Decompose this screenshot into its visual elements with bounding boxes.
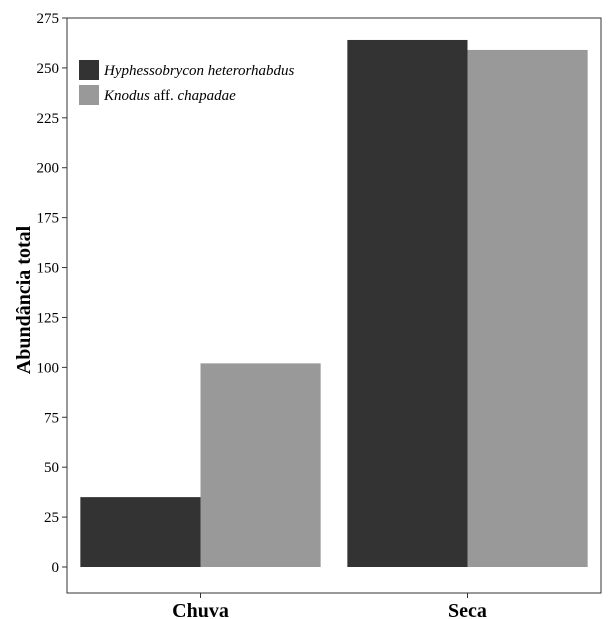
legend-swatch bbox=[79, 60, 99, 80]
y-tick-label: 50 bbox=[44, 460, 59, 476]
bar-seca-series-1 bbox=[347, 39, 468, 567]
x-tick-label: Chuva bbox=[172, 600, 229, 619]
x-tick-label: Seca bbox=[448, 600, 487, 619]
legend: Hyphessobrycon heterorhabdus Knodus aff. … bbox=[79, 60, 295, 105]
y-tick-label: 250 bbox=[37, 61, 60, 77]
y-tick-label: 175 bbox=[37, 211, 60, 227]
y-tick-label: 100 bbox=[37, 360, 60, 376]
legend-label: Knodus aff. chapadae bbox=[103, 88, 236, 104]
legend-label-part: Hyphessobrycon heterorhabdus bbox=[103, 63, 295, 79]
bar-seca-series-2 bbox=[467, 49, 588, 567]
y-axis-title: Abundância total bbox=[13, 225, 35, 374]
bars bbox=[80, 39, 588, 567]
y-tick-label: 225 bbox=[37, 111, 60, 127]
y-tick-label: 200 bbox=[37, 161, 60, 177]
legend-label-part: Knodus bbox=[103, 88, 150, 104]
y-tick-label: 125 bbox=[37, 310, 60, 326]
legend-label-part: aff. bbox=[150, 88, 178, 104]
legend-label: Hyphessobrycon heterorhabdus bbox=[103, 63, 295, 79]
legend-label-part: chapadae bbox=[177, 88, 236, 104]
y-tick-label: 25 bbox=[44, 510, 59, 526]
bar-chuva-series-2 bbox=[200, 363, 321, 567]
y-tick-label: 275 bbox=[37, 11, 60, 27]
y-axis: 0 25 50 75 100 125 150 175 200 225 250 275 bbox=[37, 11, 67, 576]
bar-chuva-series-1 bbox=[80, 497, 201, 567]
x-axis: Chuva Seca bbox=[172, 593, 487, 619]
y-tick-label: 75 bbox=[44, 410, 59, 426]
y-tick-label: 150 bbox=[37, 261, 60, 277]
legend-swatch bbox=[79, 85, 99, 105]
y-tick-label: 0 bbox=[52, 560, 60, 576]
